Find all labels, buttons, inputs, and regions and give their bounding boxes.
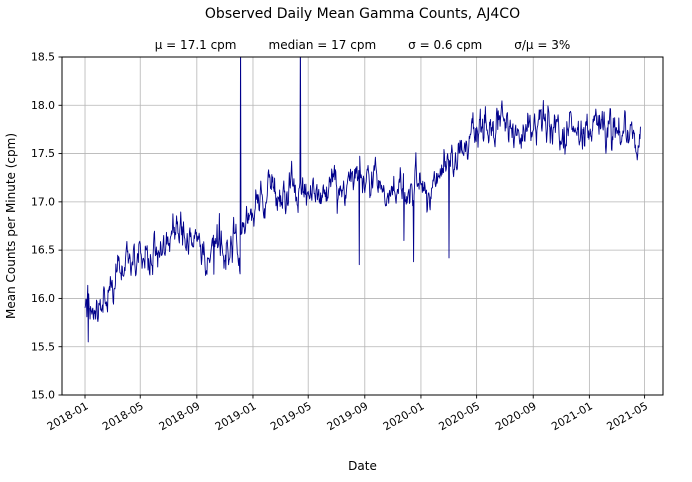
x-tick-label: 2018-09 [157,399,203,433]
x-tick-label: 2018-01 [45,399,91,433]
y-tick-label: 16.5 [31,244,55,257]
x-tick-label: 2020-05 [437,399,483,433]
grid-lines [62,56,663,396]
chart-stats-row: μ = 17.1 cpm median = 17 cpm σ = 0.6 cpm… [62,38,663,52]
x-tick-label: 2020-01 [381,399,427,433]
stat-sigma-over-mu: σ/μ = 3% [514,38,571,52]
y-tick-label: 17.0 [31,195,55,208]
x-tick-label: 2019-09 [325,399,371,433]
x-axis-label: Date [348,459,377,473]
x-tick-label: 2021-01 [549,399,595,433]
axes-ticks: 15.0 15.5 16.0 16.5 17.0 17.5 18.0 18.5 2018-01 2… [31,51,650,434]
y-tick-label: 18.0 [31,99,55,112]
x-tick-label: 2019-01 [213,399,259,433]
plot-border [61,56,664,396]
stat-mean: μ = 17.1 cpm [154,38,237,52]
x-tick-label: 2018-05 [100,399,146,433]
y-tick-label: 18.5 [31,51,55,64]
y-tick-label: 16.0 [31,292,55,305]
y-tick-label: 15.0 [31,389,55,402]
x-tick-label: 2021-05 [605,399,651,433]
x-tick-label: 2020-09 [493,399,539,433]
stat-median: median = 17 cpm [268,38,377,52]
chart-title: Observed Daily Mean Gamma Counts, AJ4CO [204,6,521,22]
stat-sigma: σ = 0.6 cpm [408,38,483,52]
data-series-line [84,57,641,343]
y-tick-label: 17.5 [31,147,55,160]
y-axis-label: Mean Counts per Minute (cpm) [4,133,18,319]
y-tick-label: 15.5 [31,340,55,353]
x-tick-label: 2019-05 [268,399,314,433]
data-series [84,57,641,343]
